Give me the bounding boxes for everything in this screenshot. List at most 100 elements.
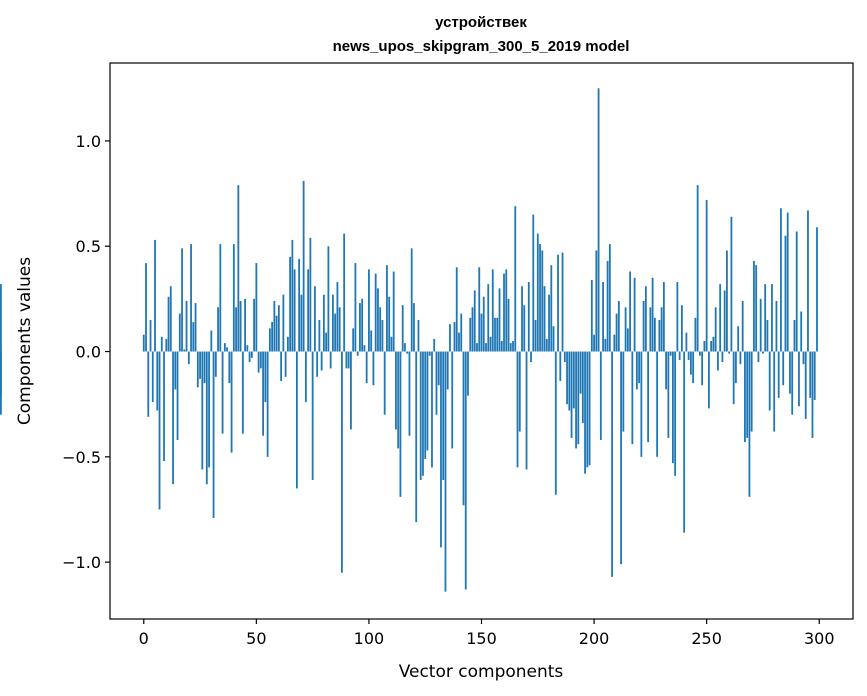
bar-253	[712, 336, 715, 352]
bar-252	[710, 341, 713, 352]
bar-54	[264, 351, 267, 403]
bar-199	[590, 279, 593, 352]
bar-105	[379, 307, 382, 352]
bar-46	[246, 345, 249, 352]
bar-118	[408, 351, 411, 436]
bar-247	[699, 351, 701, 356]
bar-139	[455, 267, 458, 352]
bar-196	[584, 351, 586, 474]
bar-112	[395, 351, 397, 430]
bar-270	[750, 351, 753, 432]
bar-7	[158, 351, 161, 510]
bar-163	[509, 343, 512, 352]
bar-293	[802, 351, 805, 365]
bar-156	[494, 317, 496, 352]
bar-111	[392, 271, 395, 352]
bar-181	[550, 265, 553, 352]
bar-131	[437, 351, 440, 386]
bar-2	[147, 351, 150, 417]
bar-263	[735, 351, 737, 384]
bar-233	[667, 351, 670, 438]
bar-242	[687, 351, 690, 360]
x-axis-label: Vector components	[399, 662, 564, 682]
bar-162	[507, 298, 510, 352]
bar-197	[586, 351, 589, 468]
bar-135	[446, 351, 449, 390]
bar-203	[599, 351, 602, 440]
bar-212	[620, 351, 622, 565]
bar-61	[280, 351, 283, 382]
x-tick-label: 100	[354, 629, 385, 648]
bar-27	[203, 351, 206, 384]
bar-62	[282, 294, 285, 352]
bar-132	[440, 351, 442, 548]
bars-group	[0, 88, 818, 592]
bar-137	[451, 351, 454, 449]
bar-85	[334, 313, 337, 352]
bar-300	[0, 284, 2, 352]
bar-154	[489, 336, 492, 352]
bar-185	[559, 351, 562, 382]
bar-26	[201, 351, 204, 470]
bar-40	[232, 244, 235, 352]
bar-129	[433, 338, 436, 352]
plot-frame	[109, 62, 854, 620]
bar-250	[705, 199, 708, 352]
bar-194	[579, 351, 582, 394]
bar-133	[442, 351, 445, 480]
bar-92	[350, 351, 352, 430]
bar-214	[624, 307, 627, 352]
bar-123	[419, 351, 422, 480]
bar-42	[237, 185, 240, 352]
bar-254	[714, 307, 717, 352]
bar-55	[266, 351, 269, 457]
bar-265	[739, 351, 742, 365]
bar-124	[422, 351, 424, 476]
bar-87	[338, 307, 341, 352]
bar-268	[746, 351, 749, 438]
bar-201	[595, 250, 598, 352]
bar-68	[295, 351, 298, 489]
bar-283	[780, 208, 782, 352]
bar-198	[588, 351, 591, 466]
bar-235	[671, 351, 674, 464]
bar-238	[678, 351, 681, 360]
bar-221	[640, 351, 643, 457]
bar-149	[478, 267, 481, 352]
bar-255	[717, 351, 719, 371]
bar-41	[235, 307, 237, 352]
bar-230	[660, 307, 663, 352]
bar-193	[577, 351, 580, 445]
chart-title: устройствек	[435, 14, 527, 31]
bar-275	[762, 351, 764, 354]
bar-218	[633, 277, 636, 352]
bar-286	[786, 212, 789, 352]
bar-18	[183, 349, 186, 352]
bar-243	[689, 351, 692, 375]
x-tick-label: 250	[691, 629, 722, 648]
bar-59	[275, 315, 278, 352]
bar-259	[726, 250, 728, 352]
bar-152	[485, 343, 487, 352]
bar-65	[289, 256, 292, 352]
bar-148	[476, 343, 478, 352]
bar-31	[212, 351, 215, 518]
bar-126	[426, 351, 429, 451]
bar-44	[241, 351, 244, 434]
bar-94	[354, 263, 357, 352]
bar-72	[304, 351, 307, 403]
bar-261	[730, 216, 733, 352]
bar-101	[370, 330, 373, 352]
bar-11	[167, 296, 170, 352]
bar-60	[277, 305, 280, 352]
bar-107	[383, 351, 386, 415]
bar-75	[311, 351, 314, 480]
bar-74	[309, 237, 312, 352]
bar-138	[453, 322, 456, 352]
bar-32	[214, 351, 217, 377]
bar-190	[570, 351, 573, 438]
y-axis-ticks: −1.0 −0.5 0.0 0.5 1.0	[62, 132, 110, 572]
bar-192	[575, 351, 577, 449]
bar-13	[172, 351, 174, 485]
y-tick-label: −1.0	[62, 553, 101, 572]
